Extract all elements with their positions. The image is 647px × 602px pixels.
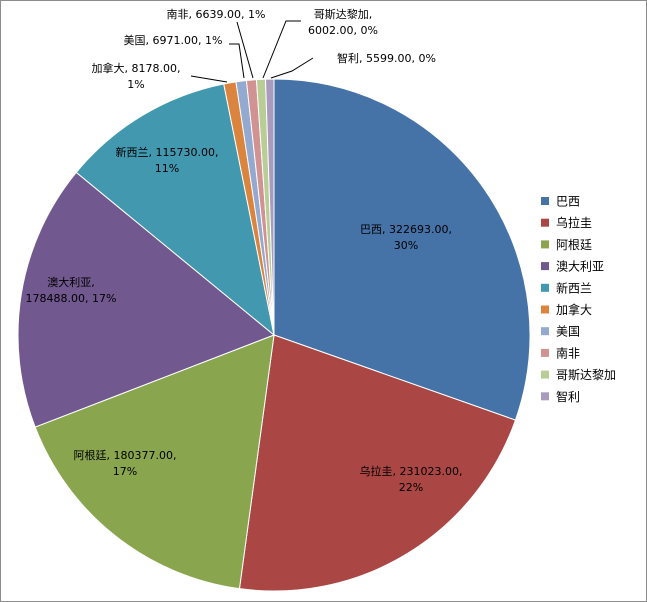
legend-label-2: 乌拉圭: [556, 215, 592, 230]
leader-line-10: [270, 57, 314, 79]
legend-swatch-1: [541, 197, 549, 205]
legend-swatch-10: [541, 392, 549, 401]
pie-slice-4: [17, 171, 275, 428]
data-labels: 巴西, 322693.00, 30% 乌拉圭, 231023.00, 22% 阿根廷, …: [26, 7, 463, 494]
data-label-4: 澳大利亚, 178488.00, 17%: [26, 275, 117, 305]
pie-slice-5: [75, 83, 275, 337]
data-label-8: 南非, 6639.00, 1%: [167, 8, 266, 21]
legend-swatch-6: [541, 305, 549, 314]
pie-slice-3: [34, 334, 275, 590]
legend-label-1: 巴西: [556, 195, 580, 209]
legend-swatch-7: [541, 327, 549, 336]
legend-swatch-2: [541, 218, 549, 227]
legend-swatch-3: [541, 240, 549, 249]
legend-label-3: 阿根廷: [556, 238, 592, 252]
legend-label-8: 南非: [556, 345, 580, 360]
pie-slices: [17, 78, 531, 592]
legend-label-9: 哥斯达黎加: [556, 368, 616, 382]
pie-slice-2: [238, 334, 517, 592]
data-label-9: 哥斯达黎加, 6002.00, 0%: [308, 7, 378, 37]
legend-label-4: 澳大利亚: [556, 260, 604, 274]
legend-swatch-8: [541, 348, 549, 357]
data-label-7: 美国, 6971.00, 1%: [124, 34, 223, 47]
leader-line-8: [236, 21, 254, 79]
data-label-3: 阿根廷, 180377.00, 17%: [74, 448, 177, 478]
data-label-6: 加拿大, 8178.00, 1%: [92, 61, 181, 91]
legend-label-7: 美国: [556, 325, 580, 339]
data-label-2: 乌拉圭, 231023.00, 22%: [360, 464, 463, 494]
pie-slice-10: [265, 78, 275, 336]
data-label-5: 新西兰, 115730.00, 11%: [116, 145, 219, 175]
data-label-1: 巴西, 322693.00, 30%: [360, 223, 452, 252]
legend-label-10: 智利: [556, 389, 580, 404]
legend-swatch-9: [541, 370, 549, 379]
legend-swatch-4: [541, 262, 549, 271]
legend-label-5: 新西兰: [556, 280, 592, 295]
data-label-10: 智利, 5599.00, 0%: [337, 51, 436, 65]
legend-label-6: 加拿大: [556, 302, 592, 317]
leader-line-6: [190, 75, 228, 83]
legend-swatch-5: [541, 283, 549, 292]
pie-slice-1: [273, 78, 531, 421]
leader-line-7: [229, 43, 245, 79]
leader-line-9: [262, 20, 301, 79]
leader-lines: [190, 20, 314, 83]
